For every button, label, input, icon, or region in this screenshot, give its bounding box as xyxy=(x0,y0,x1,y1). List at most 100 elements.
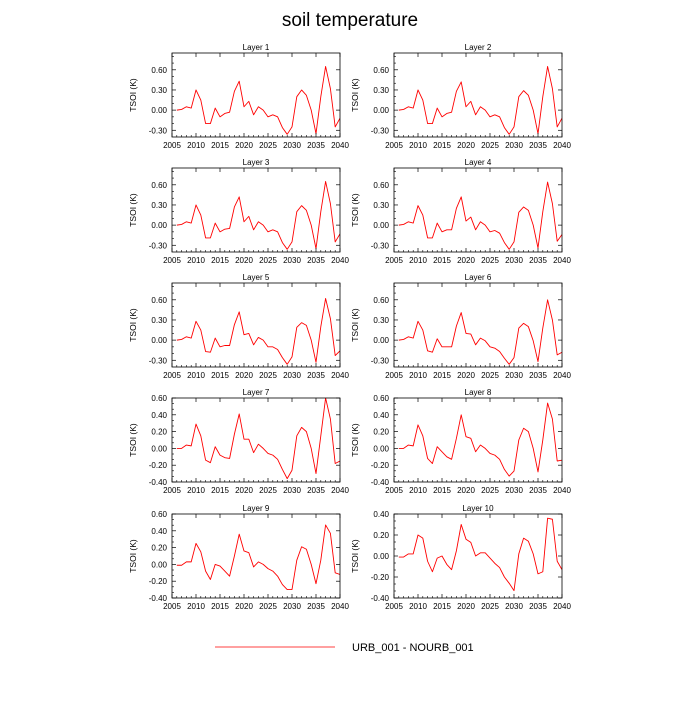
y-axis-label: TSOI (K) xyxy=(128,78,138,112)
y-tick-label: 0.00 xyxy=(151,336,167,345)
x-tick-label: 2020 xyxy=(457,602,475,611)
y-tick-label: 0.20 xyxy=(151,428,167,437)
x-tick-label: 2035 xyxy=(529,256,547,265)
y-tick-label: -0.40 xyxy=(371,594,390,603)
x-tick-label: 2035 xyxy=(529,486,547,495)
plot-frame xyxy=(393,513,563,599)
y-tick-label: 0.20 xyxy=(373,428,389,437)
x-tick-label: 2010 xyxy=(187,486,205,495)
x-tick-label: 2020 xyxy=(457,141,475,150)
x-tick-label: 2030 xyxy=(283,256,301,265)
x-tick-label: 2005 xyxy=(385,141,403,150)
panel-layer-6: Layer 6 TSOI (K) 2005 2010 2015 2020 2025 2030 2… xyxy=(350,273,571,380)
y-tick-label: 0.00 xyxy=(373,552,389,561)
panel-title: Layer 2 xyxy=(465,43,492,52)
y-tick-label: 0.40 xyxy=(151,527,167,536)
x-tick-label: 2025 xyxy=(259,141,277,150)
y-axis-label: TSOI (K) xyxy=(350,308,360,342)
y-tick-label: 0.00 xyxy=(373,106,389,115)
panel-title: Layer 10 xyxy=(462,504,494,513)
x-tick-label: 2030 xyxy=(505,486,523,495)
x-tick-label: 2025 xyxy=(481,602,499,611)
x-tick-label: 2040 xyxy=(331,141,349,150)
x-tick-label: 2005 xyxy=(163,256,181,265)
y-tick-label: -0.30 xyxy=(371,241,390,250)
x-tick-label: 2030 xyxy=(505,371,523,380)
panel-title: Layer 3 xyxy=(243,158,270,167)
panel-title: Layer 9 xyxy=(243,504,270,513)
x-tick-label: 2020 xyxy=(235,602,253,611)
x-tick-label: 2035 xyxy=(307,141,325,150)
x-tick-label: 2010 xyxy=(187,141,205,150)
x-tick-label: 2040 xyxy=(553,141,571,150)
y-tick-label: 0.30 xyxy=(151,201,167,210)
panel-layer-3: Layer 3 TSOI (K) 2005 2010 2015 2020 2025 2030 2… xyxy=(128,158,349,265)
y-tick-label: 0.40 xyxy=(151,411,167,420)
x-tick-label: 2035 xyxy=(307,371,325,380)
x-tick-label: 2025 xyxy=(259,256,277,265)
x-tick-label: 2015 xyxy=(433,141,451,150)
x-tick-label: 2005 xyxy=(163,486,181,495)
y-tick-label: 0.30 xyxy=(373,316,389,325)
panel-title: Layer 6 xyxy=(465,273,492,282)
y-tick-label: 0.60 xyxy=(151,66,167,75)
y-tick-label: -0.40 xyxy=(149,594,168,603)
x-tick-label: 2025 xyxy=(259,602,277,611)
x-tick-label: 2025 xyxy=(481,256,499,265)
series-line xyxy=(176,524,340,591)
x-tick-label: 2020 xyxy=(235,486,253,495)
series-line xyxy=(398,517,562,592)
y-tick-label: 0.60 xyxy=(151,296,167,305)
x-tick-label: 2010 xyxy=(409,256,427,265)
y-tick-label: 0.00 xyxy=(151,560,167,569)
panel-layer-4: Layer 4 TSOI (K) 2005 2010 2015 2020 2025 2030 2… xyxy=(350,158,571,265)
panel-layer-1: Layer 1 TSOI (K) 2005 2010 2015 2020 2025 2030 2… xyxy=(128,43,349,150)
legend: URB_001 - NOURB_001 xyxy=(215,642,474,654)
x-tick-label: 2025 xyxy=(481,371,499,380)
series-line xyxy=(176,65,340,135)
y-axis-label: TSOI (K) xyxy=(350,423,360,457)
x-tick-label: 2035 xyxy=(529,371,547,380)
x-tick-label: 2040 xyxy=(331,371,349,380)
y-tick-label: 0.30 xyxy=(373,86,389,95)
x-tick-label: 2035 xyxy=(529,141,547,150)
y-tick-label: -0.20 xyxy=(371,461,390,470)
y-tick-label: 0.30 xyxy=(151,86,167,95)
x-tick-label: 2010 xyxy=(409,486,427,495)
y-tick-label: 0.00 xyxy=(151,106,167,115)
x-tick-label: 2030 xyxy=(283,141,301,150)
x-tick-label: 2030 xyxy=(505,256,523,265)
x-tick-label: 2015 xyxy=(433,256,451,265)
y-tick-label: 0.30 xyxy=(151,316,167,325)
y-tick-label: 0.60 xyxy=(373,66,389,75)
x-tick-label: 2040 xyxy=(553,256,571,265)
x-tick-label: 2005 xyxy=(163,141,181,150)
x-tick-label: 2020 xyxy=(235,256,253,265)
x-tick-label: 2005 xyxy=(385,486,403,495)
y-tick-label: -0.30 xyxy=(371,126,390,135)
x-tick-label: 2015 xyxy=(211,371,229,380)
panel-title: Layer 5 xyxy=(243,273,270,282)
series-line xyxy=(398,402,562,477)
x-tick-label: 2010 xyxy=(187,256,205,265)
y-tick-label: -0.30 xyxy=(149,241,168,250)
y-tick-label: 0.00 xyxy=(373,336,389,345)
x-tick-label: 2030 xyxy=(505,602,523,611)
x-tick-label: 2030 xyxy=(283,371,301,380)
panel-layer-2: Layer 2 TSOI (K) 2005 2010 2015 2020 2025 2030 2… xyxy=(350,43,571,150)
x-tick-label: 2015 xyxy=(211,602,229,611)
x-tick-label: 2035 xyxy=(307,602,325,611)
plot-frame xyxy=(171,513,341,599)
y-tick-label: -0.30 xyxy=(149,356,168,365)
x-tick-label: 2040 xyxy=(331,602,349,611)
x-tick-label: 2015 xyxy=(211,486,229,495)
x-tick-label: 2025 xyxy=(259,486,277,495)
x-tick-label: 2040 xyxy=(331,486,349,495)
panel-layer-5: Layer 5 TSOI (K) 2005 2010 2015 2020 2025 2030 2… xyxy=(128,273,349,380)
x-tick-label: 2035 xyxy=(307,486,325,495)
plot-frame xyxy=(171,167,341,253)
x-tick-label: 2040 xyxy=(553,486,571,495)
x-tick-label: 2010 xyxy=(409,141,427,150)
y-tick-label: 0.60 xyxy=(151,181,167,190)
